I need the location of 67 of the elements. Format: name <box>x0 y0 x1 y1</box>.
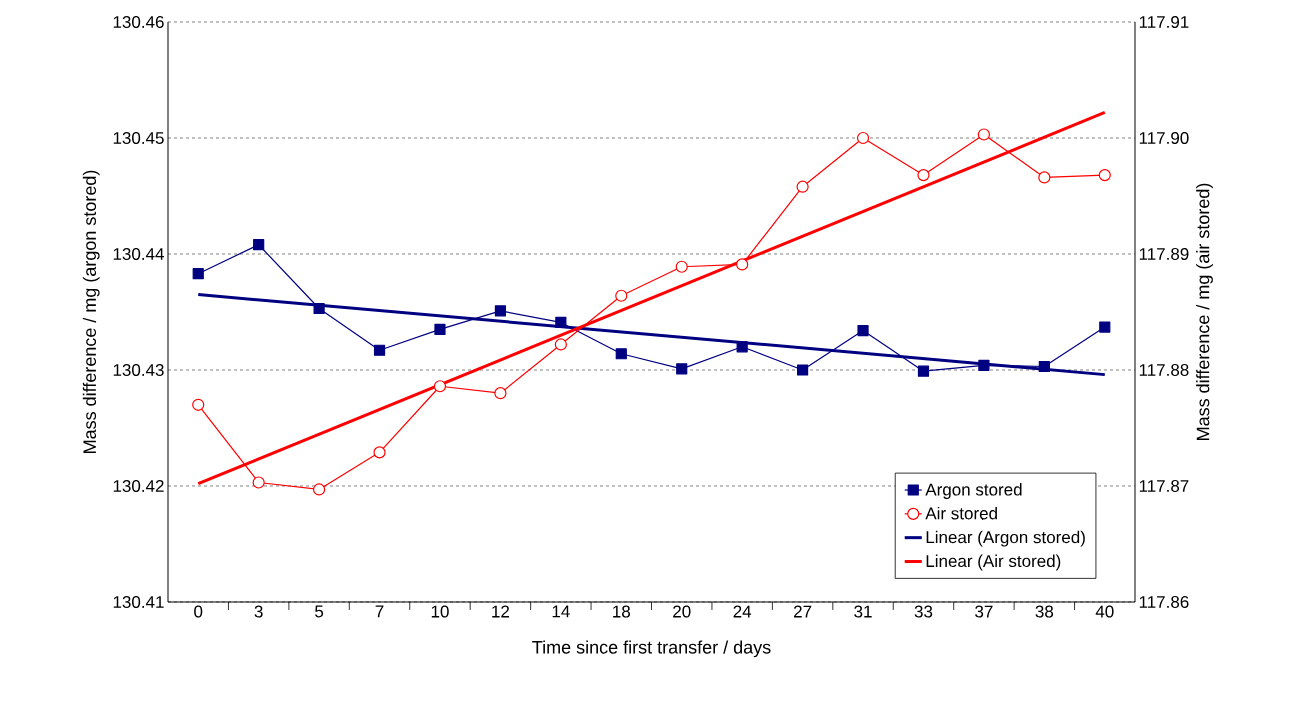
point <box>494 305 507 317</box>
point <box>917 365 930 377</box>
point <box>797 364 809 376</box>
y-tick-label: 130.42 <box>113 479 164 493</box>
x-tick-label: 14 <box>552 605 570 618</box>
point <box>555 316 567 329</box>
point <box>494 387 507 400</box>
point <box>977 128 991 141</box>
point <box>736 258 749 271</box>
x-tick-label: 33 <box>914 605 933 618</box>
point <box>1038 360 1050 373</box>
x-tick-label: 7 <box>375 605 384 618</box>
point <box>434 323 446 335</box>
x-tick-label: 20 <box>673 605 691 618</box>
point <box>1038 171 1051 184</box>
x-tick-label: 10 <box>431 605 449 618</box>
y2-tick-label: 117.91 <box>1139 15 1189 29</box>
point <box>615 289 628 302</box>
point <box>615 348 627 360</box>
point <box>252 476 265 489</box>
y2-tick-label: 117.88 <box>1139 363 1189 377</box>
x-axis-title: Time since first transfer / days <box>532 640 771 658</box>
point <box>857 324 869 337</box>
y2-tick-label: 117.89 <box>1139 247 1189 261</box>
point <box>313 483 326 496</box>
point <box>1099 321 1111 333</box>
point <box>433 380 447 393</box>
legend-label: Air stored <box>925 506 997 520</box>
x-tick-label: 24 <box>733 605 752 618</box>
point <box>917 169 930 182</box>
y2-axis-title: Mass difference / mg (air stored) <box>1196 183 1213 440</box>
legend-label: Linear (Argon stored) <box>926 530 1085 547</box>
point <box>192 398 205 411</box>
point <box>373 344 386 356</box>
point <box>676 363 688 375</box>
point <box>253 239 265 251</box>
point <box>856 131 870 145</box>
x-tick-label: 18 <box>613 605 630 618</box>
x-tick-label: 12 <box>492 605 509 618</box>
x-tick-label: 31 <box>854 605 872 618</box>
legend-label: Argon stored <box>925 483 1022 499</box>
x-tick-label: 38 <box>1035 605 1054 618</box>
point <box>736 341 748 353</box>
point <box>1098 169 1111 182</box>
point <box>554 338 567 351</box>
y2-tick-label: 117.86 <box>1139 595 1189 609</box>
y-tick-label: 130.41 <box>113 595 164 609</box>
y-tick-label: 130.45 <box>113 131 164 145</box>
point <box>796 180 809 193</box>
point <box>675 260 688 273</box>
y-axis-title: Mass difference / mg (argon stored) <box>82 170 100 453</box>
x-tick-label: 5 <box>315 605 324 618</box>
x-tick-label: 0 <box>194 605 203 618</box>
point <box>373 446 386 459</box>
x-tick-label: 40 <box>1095 605 1114 618</box>
legend-label: Linear (Air stored) <box>926 554 1061 571</box>
x-tick-label: 27 <box>794 605 812 618</box>
y2-tick-label: 117.87 <box>1139 479 1189 493</box>
y-tick-label: 130.44 <box>113 247 164 261</box>
y-tick-label: 130.46 <box>113 15 164 29</box>
point <box>192 268 204 280</box>
point <box>978 359 990 371</box>
x-tick-label: 37 <box>975 605 993 618</box>
x-tick-label: 3 <box>254 605 263 618</box>
y-tick-label: 130.43 <box>113 363 164 377</box>
y2-tick-label: 117.90 <box>1139 131 1189 145</box>
point <box>313 302 325 315</box>
